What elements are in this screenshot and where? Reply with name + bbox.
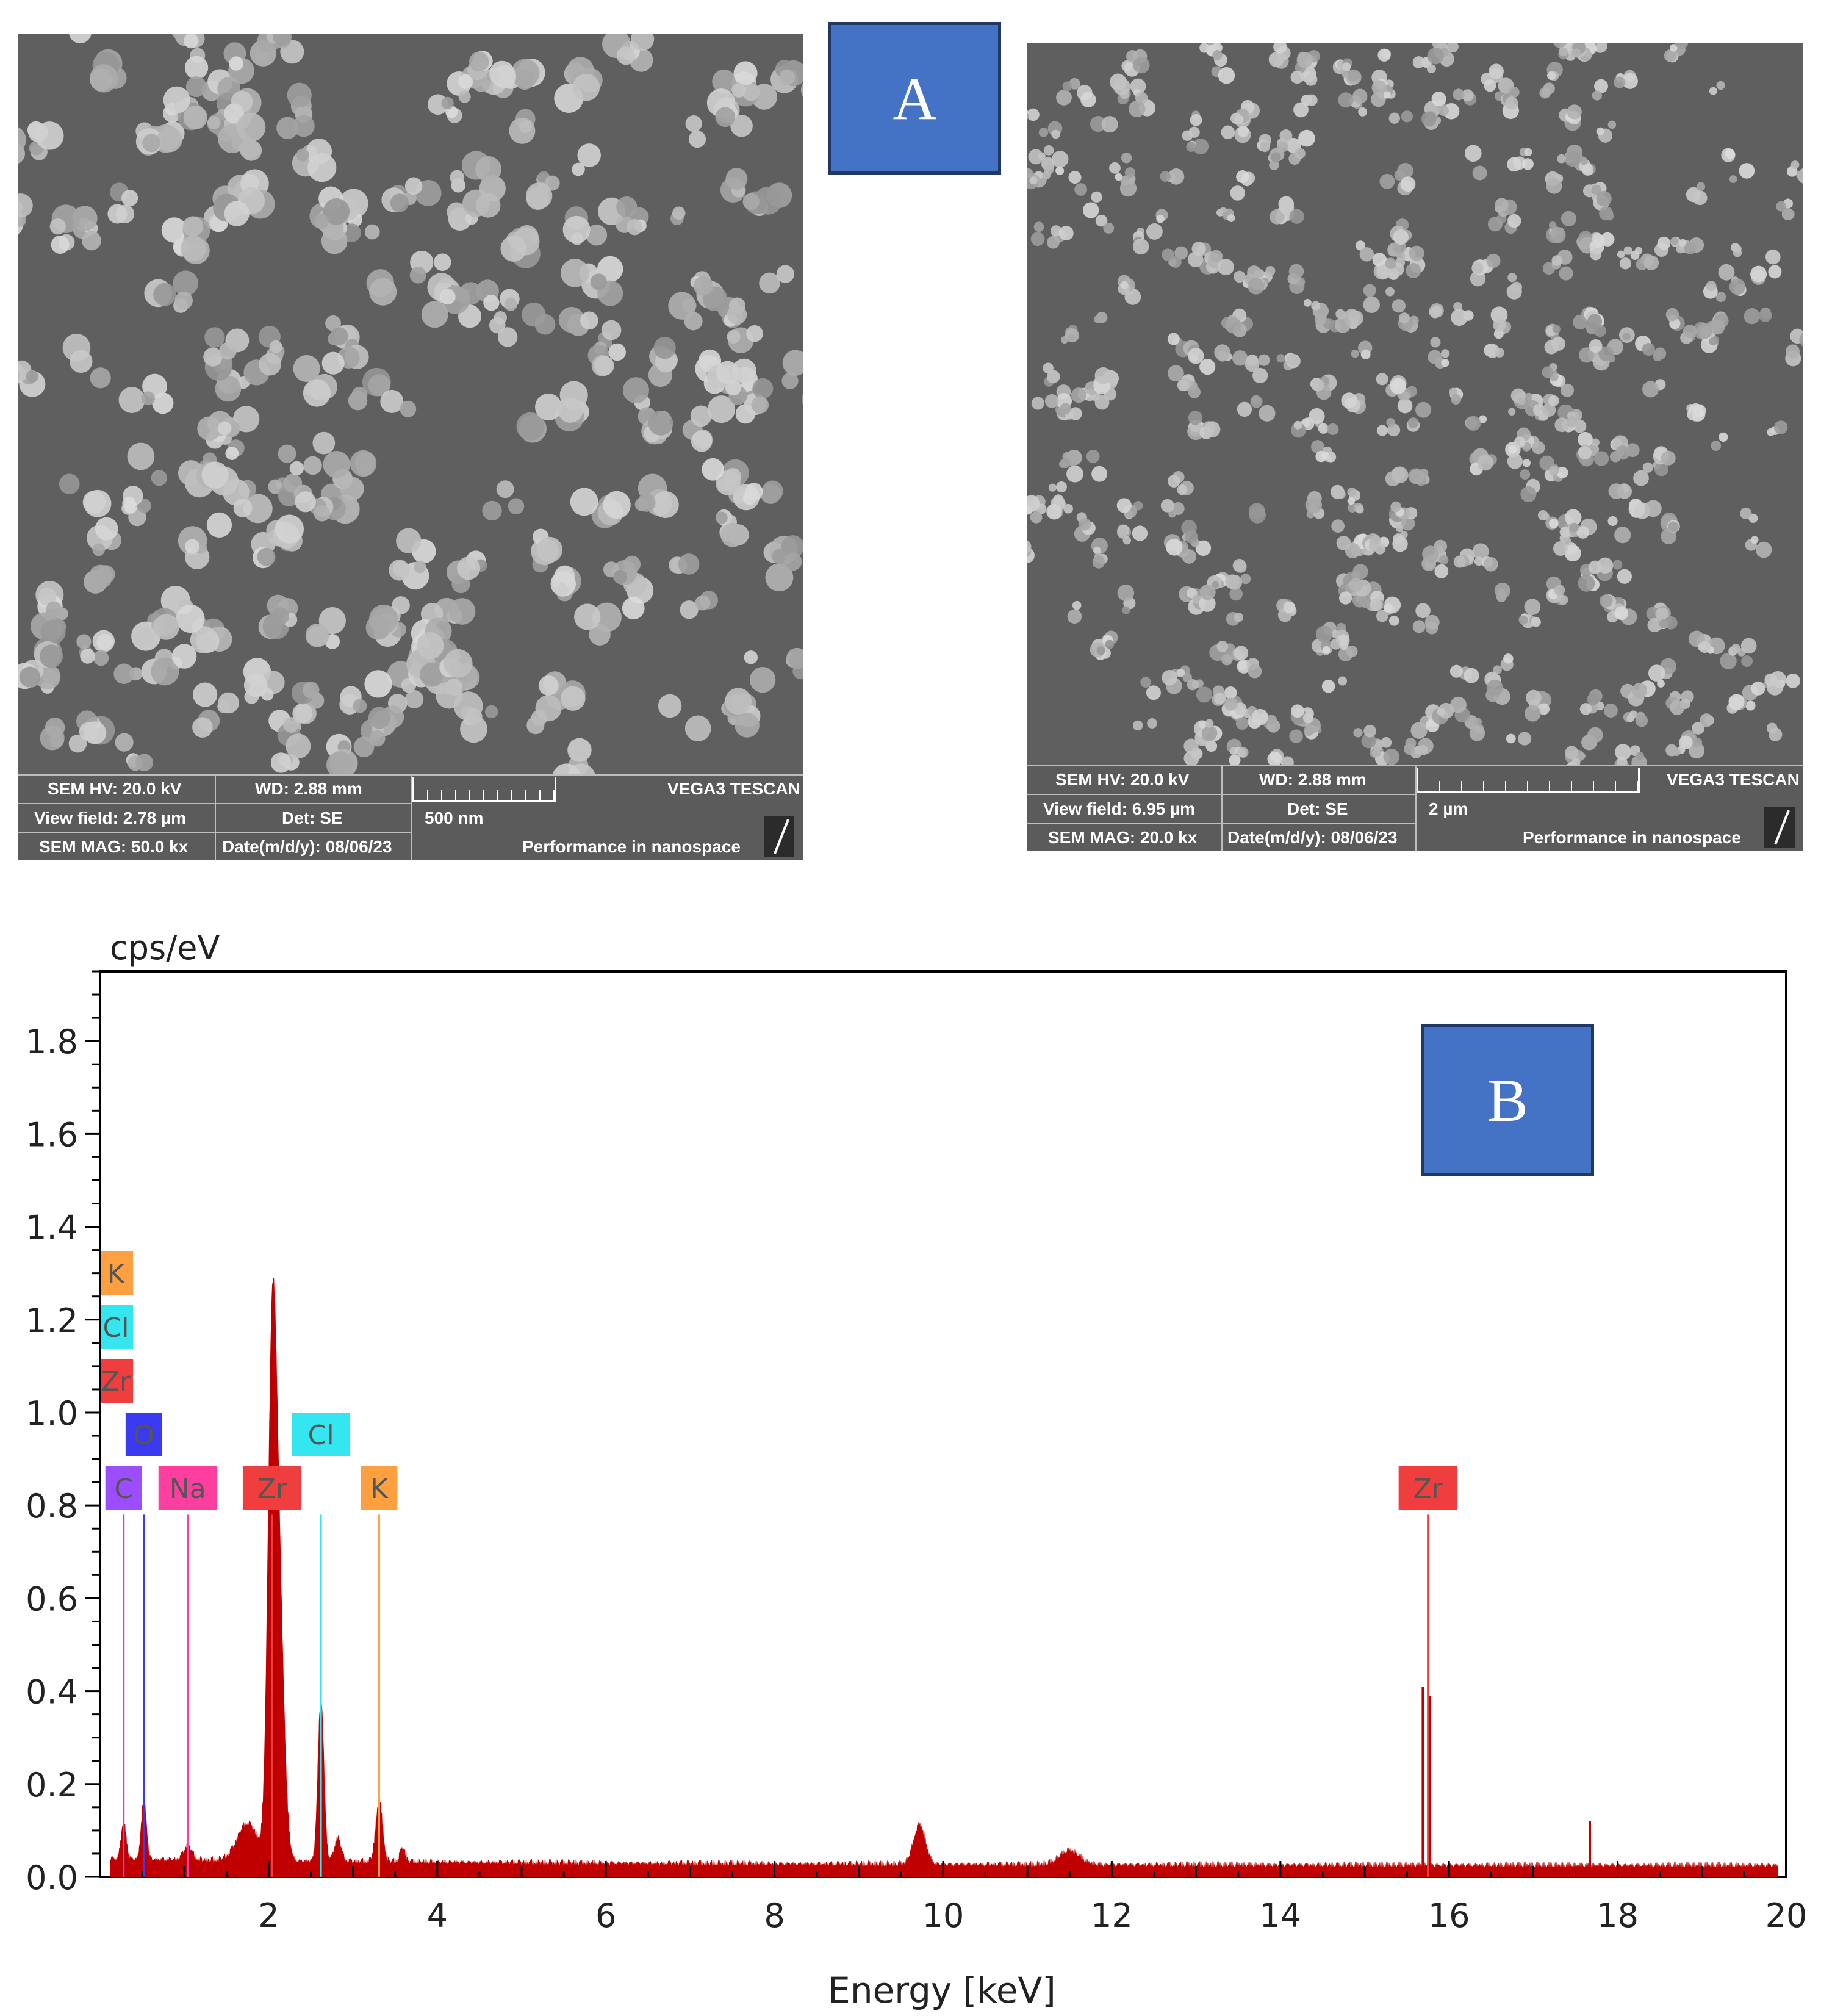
x-tick-label-1: 4: [427, 1896, 448, 1935]
left-element-badge-0: [101, 1358, 133, 1403]
sem-date-left: Date(m/d/y): 08/06/23: [222, 837, 392, 856]
element-label-1: O: [134, 1420, 155, 1451]
x-axis-label: Energy [keV]: [828, 1970, 1056, 2011]
sem-slogan-left: Performance in nanospace: [522, 837, 741, 856]
sem-viewfield-right: View field: 6.95 µm: [1043, 799, 1196, 818]
sem-det-left: Det: SE: [282, 808, 343, 827]
sem-mag-right: SEM MAG: 20.0 kx: [1048, 828, 1198, 847]
y-tick-label-1: 0.2: [26, 1766, 78, 1804]
x-tick-label-6: 14: [1259, 1896, 1301, 1935]
tescan-logo-right: [1764, 807, 1795, 848]
left-element-label-0: Zr: [101, 1366, 131, 1397]
element-label-2: Na: [170, 1474, 206, 1505]
y-axis-label: cps/eV: [110, 929, 220, 967]
sem-hv-right: SEM HV: 20.0 kV: [1055, 770, 1190, 789]
panel-label-b: B: [1421, 1024, 1594, 1176]
x-tick-label-8: 18: [1597, 1896, 1639, 1935]
element-badge-4: [292, 1412, 351, 1456]
y-tick-label-9: 1.8: [26, 1023, 78, 1061]
y-tick-label-3: 0.6: [26, 1580, 78, 1618]
sem-slogan-right: Performance in nanospace: [1523, 828, 1741, 847]
left-element-label-1: Cl: [103, 1312, 129, 1344]
x-tick-label-9: 20: [1765, 1896, 1808, 1935]
sem-det-right: Det: SE: [1287, 799, 1348, 818]
sem-wd-right: WD: 2.88 mm: [1259, 770, 1367, 789]
scale-bar-left: [412, 777, 556, 802]
sem-instrument-left: VEGA3 TESCAN: [667, 779, 800, 798]
sem-databar-right: SEM HV: 20.0 kV WD: 2.88 mm VEGA3 TESCAN…: [1027, 765, 1803, 851]
x-tick-label-7: 16: [1428, 1896, 1470, 1935]
y-tick-label-0: 0.0: [26, 1859, 78, 1897]
sem-date-right: Date(m/d/y): 08/06/23: [1227, 828, 1398, 847]
sem-scale-label-right: 2 µm: [1429, 799, 1468, 818]
left-element-label-2: K: [107, 1259, 126, 1290]
sem-texture-right: [1027, 43, 1803, 776]
sem-mag-left: SEM MAG: 50.0 kx: [39, 837, 189, 856]
sem-scale-label-left: 500 nm: [425, 808, 484, 827]
y-tick-label-5: 1.0: [26, 1394, 78, 1433]
sem-image-left: SEM HV: 20.0 kV WD: 2.88 mm VEGA3 TESCAN…: [18, 34, 803, 860]
y-tick-label-7: 1.4: [26, 1209, 78, 1247]
y-tick-label-4: 0.8: [26, 1487, 78, 1525]
sem-viewfield-left: View field: 2.78 µm: [34, 808, 187, 827]
sem-instrument-right: VEGA3 TESCAN: [1667, 770, 1800, 789]
sem-texture-left: [18, 34, 803, 793]
element-badge-6: [1398, 1466, 1457, 1510]
sem-hv-left: SEM HV: 20.0 kV: [48, 779, 182, 798]
y-tick-label-8: 1.6: [26, 1115, 78, 1154]
sem-wd-left: WD: 2.88 mm: [255, 779, 362, 798]
left-element-badge-1: [101, 1305, 133, 1349]
panel-label-b-text: B: [1487, 1066, 1528, 1134]
panel-label-a-text: A: [893, 64, 937, 132]
element-badge-5: [361, 1466, 398, 1510]
panel-label-a: A: [828, 22, 1001, 175]
x-tick-label-3: 8: [764, 1896, 785, 1935]
element-label-6: Zr: [1413, 1474, 1443, 1505]
element-label-5: K: [370, 1474, 389, 1505]
x-tick-label-5: 12: [1091, 1896, 1133, 1935]
sem-image-right: SEM HV: 20.0 kV WD: 2.88 mm VEGA3 TESCAN…: [1027, 43, 1803, 851]
left-element-badge-2: [101, 1251, 133, 1295]
element-label-4: Cl: [308, 1420, 334, 1451]
element-badge-3: [242, 1466, 301, 1510]
sem-databar-left: SEM HV: 20.0 kV WD: 2.88 mm VEGA3 TESCAN…: [18, 774, 803, 860]
element-badge-2: [158, 1466, 217, 1510]
x-tick-label-2: 6: [595, 1896, 616, 1935]
scale-bar-right: [1417, 768, 1640, 793]
x-tick-label-4: 10: [922, 1896, 964, 1935]
y-tick-label-6: 1.2: [26, 1301, 78, 1340]
element-label-0: C: [114, 1474, 133, 1505]
x-tick-label-0: 2: [258, 1896, 279, 1935]
element-label-3: Zr: [257, 1474, 287, 1505]
tescan-logo-left: [764, 816, 794, 857]
element-badge-1: [125, 1412, 162, 1456]
y-tick-label-2: 0.4: [26, 1673, 78, 1712]
element-badge-0: [105, 1466, 142, 1510]
